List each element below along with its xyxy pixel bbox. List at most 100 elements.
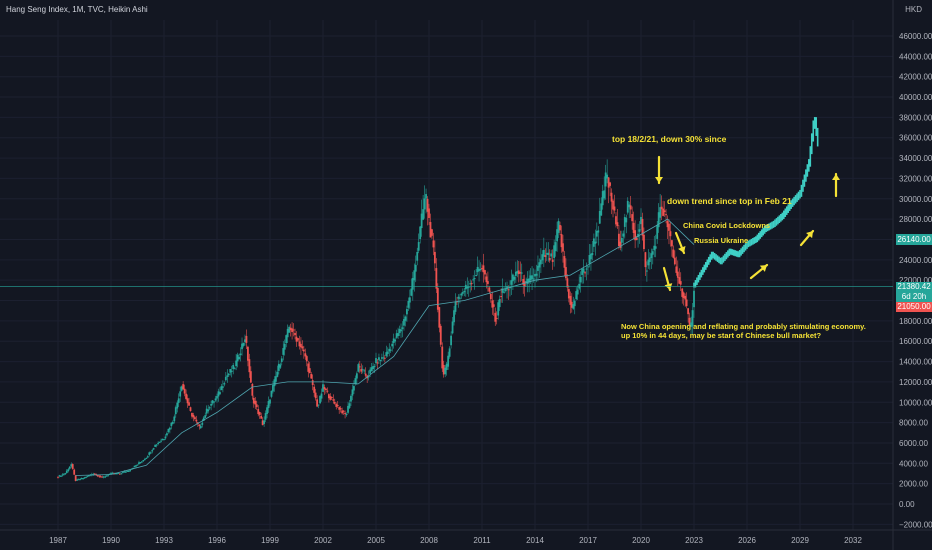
candle-body [194,417,196,420]
projection-bar [778,215,781,223]
candle-body [676,271,679,278]
candle-body [195,419,198,422]
candle-body [214,398,217,401]
candle-body [623,217,626,227]
candle-body [300,343,302,348]
arrow-covid-head [678,245,686,253]
candle-body [333,401,336,404]
price-axis: −2000.00 0.00 2000.00 4000.00 6000.00 8000.00… [899,32,932,529]
projection-bar [749,239,751,247]
candle-body [534,273,536,277]
candle-body [74,475,77,481]
candle-body [548,257,551,261]
candle-body [224,376,227,381]
candle-body [400,329,402,332]
candle-body [266,407,268,414]
candle-body [464,284,467,290]
candle-body [615,216,617,225]
low-price-tag: 21050.00 [896,302,932,312]
candle-body [298,341,301,347]
candle-body [416,251,419,261]
candle-body [411,278,414,290]
x-tick-label: 1996 [208,536,226,545]
candle-body [628,204,631,208]
candle-body [135,465,137,467]
y-tick-label: 34000.00 [899,154,932,163]
candle-body [404,316,407,321]
candle-body [590,253,592,260]
candle-body [419,226,422,240]
projection-bar [762,227,764,236]
candle-body [143,459,146,461]
candle-body [431,229,433,236]
candle-body [460,293,463,296]
candle-body [693,290,695,308]
projection-bar [771,221,773,229]
candle-body [592,238,595,247]
candle-body [142,459,145,461]
projection-bar [707,256,710,265]
candle-body [386,351,389,354]
candle-body [204,415,207,418]
candle-body [473,278,476,280]
candle-body [372,366,374,370]
projection-bar [806,164,809,177]
candle-body [118,473,121,475]
candle-body [631,214,634,222]
candle-body [560,234,563,248]
candle-body [213,401,215,403]
x-tick-label: 1993 [155,536,173,545]
projection-bar [797,191,800,201]
candle-body [161,439,164,441]
candle-body [370,367,373,372]
candle-body [618,233,620,247]
candle-body [244,339,246,342]
candle-body [610,192,613,202]
candle-body [378,357,380,360]
projection-bar [781,212,784,221]
candle-body [461,292,464,294]
candle-body [582,268,585,273]
current-price-tag: 21380.42 [896,282,932,292]
projection-bar [759,231,762,239]
candle-body [369,369,372,374]
candle-body [565,267,567,279]
projection-bar [793,196,795,206]
candle-body [163,438,165,440]
candle-body [510,280,513,285]
candle-body [690,322,692,327]
candle-body [544,255,547,257]
candle-body [466,286,469,289]
projection-bar [710,251,713,260]
candle-body [316,399,319,407]
candle-body [632,222,635,234]
projection-bar [735,250,738,257]
candle-body [76,479,79,481]
candle-body [569,295,572,305]
candle-body [591,253,594,256]
candle-body [229,368,232,373]
candle-body [373,366,376,368]
candle-body [170,422,173,427]
candle-body [198,424,201,427]
candle-body [388,348,391,352]
projection-bar [727,250,729,258]
candle-body [363,370,366,372]
candle-body [637,233,639,238]
x-tick-label: 2020 [632,536,650,545]
projection-bar [763,226,766,234]
candle-body [269,399,271,404]
candle-body [529,275,532,281]
x-tick-label: 2014 [526,536,544,545]
candle-body [479,268,482,270]
candle-body [138,462,140,465]
candle-body [563,256,566,268]
projection-bar [760,229,763,238]
candle-body [516,270,519,274]
candle-body [367,376,370,378]
annotation-covid: China Covid Lockdowns [683,221,771,230]
candle-body [394,339,397,342]
candle-body [124,471,127,473]
